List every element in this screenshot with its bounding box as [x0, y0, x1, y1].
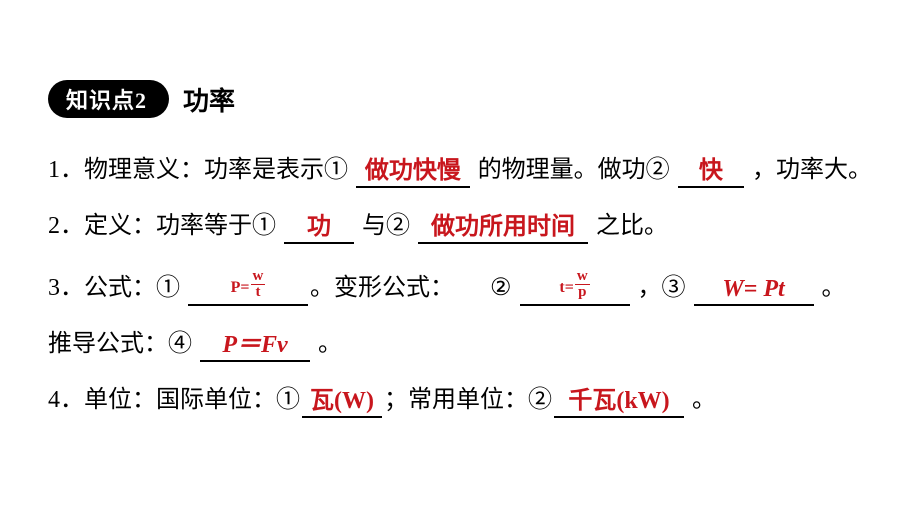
fraction: w t [251, 269, 266, 300]
blank-answer: 瓦(W) [302, 386, 382, 418]
fraction-numerator: w [251, 269, 266, 285]
text-segment: 推导公式：④ [48, 326, 198, 362]
line-2: 2．定义：功率等于① 功 与② 做功所用时间 之比。 [48, 208, 872, 244]
blank-answer-formula: P= w t [188, 270, 308, 306]
text-segment: 1．物理意义：功率是表示① [48, 152, 354, 188]
text-segment: 的物理量。做功② [472, 152, 676, 188]
worksheet-page: 知识点2 功率 1．物理意义：功率是表示① 做功快慢 的物理量。做功② 快 ，功… [0, 0, 920, 518]
line-1: 1．物理意义：功率是表示① 做功快慢 的物理量。做功② 快 ，功率大。 [48, 152, 872, 188]
text-segment: ，③ [632, 270, 692, 306]
blank-answer: 做功所用时间 [418, 212, 588, 244]
line-3b: 推导公式：④ P＝Fv 。 [48, 326, 872, 362]
text-segment: ；常用单位：② [384, 382, 552, 418]
text-segment: 。变形公式： [310, 270, 454, 306]
blank-answer: W= Pt [694, 274, 814, 306]
text-segment: 。 [816, 270, 846, 306]
formula-lhs: P= [231, 273, 250, 303]
formula-lhs: t= [559, 273, 573, 303]
text-segment: 2．定义：功率等于① [48, 208, 282, 244]
line-4: 4．单位：国际单位：① 瓦(W) ；常用单位：② 千瓦(kW) 。 [48, 382, 872, 418]
fraction-denominator: p [576, 285, 588, 300]
blank-answer: 快 [678, 156, 744, 188]
blank-answer: 千瓦(kW) [554, 386, 684, 418]
knowledge-point-pill: 知识点2 [48, 80, 169, 118]
fraction-denominator: t [253, 285, 262, 300]
text-segment: 之比。 [590, 208, 668, 244]
blank-answer-formula: t= w p [520, 270, 630, 306]
text-segment: 。 [686, 382, 716, 418]
section-header: 知识点2 功率 [48, 80, 872, 118]
text-segment: ② [490, 270, 518, 306]
text-segment: 4．单位：国际单位：① [48, 382, 300, 418]
topic-title: 功率 [183, 81, 235, 118]
blank-answer: 功 [284, 212, 354, 244]
text-segment: 。 [312, 326, 342, 362]
blank-answer: 做功快慢 [356, 156, 470, 188]
fraction-numerator: w [575, 269, 590, 285]
blank-answer: P＝Fv [200, 330, 310, 362]
fraction: w p [575, 269, 590, 300]
line-3: 3．公式：① P= w t 。变形公式： ② t= w p ，③ W= [48, 270, 872, 306]
text-segment: 3．公式：① [48, 270, 186, 306]
text-segment: ，功率大。 [746, 152, 872, 188]
text-segment: 与② [356, 208, 416, 244]
